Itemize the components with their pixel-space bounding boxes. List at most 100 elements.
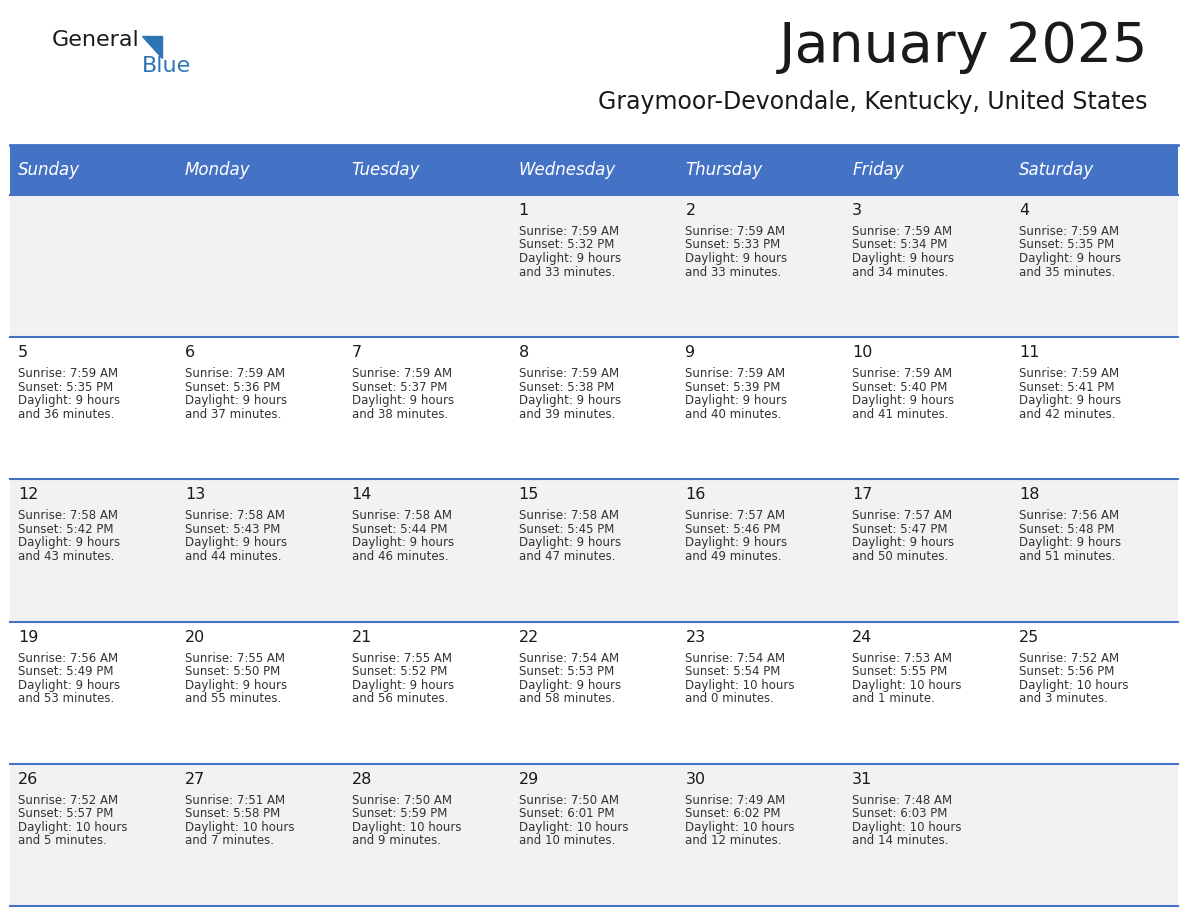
Text: Sunset: 5:47 PM: Sunset: 5:47 PM [852,523,948,536]
Text: 16: 16 [685,487,706,502]
Text: Sunrise: 7:59 AM: Sunrise: 7:59 AM [185,367,285,380]
Text: 8: 8 [519,345,529,360]
Text: Daylight: 9 hours: Daylight: 9 hours [185,678,287,691]
Text: Sunset: 5:52 PM: Sunset: 5:52 PM [352,666,447,678]
Text: and 51 minutes.: and 51 minutes. [1019,550,1116,563]
Text: Daylight: 10 hours: Daylight: 10 hours [852,678,962,691]
Text: 7: 7 [352,345,362,360]
Text: 29: 29 [519,772,539,787]
Text: Sunset: 5:43 PM: Sunset: 5:43 PM [185,523,280,536]
Text: and 10 minutes.: and 10 minutes. [519,834,615,847]
Bar [10,621,1178,764]
Text: Daylight: 10 hours: Daylight: 10 hours [1019,678,1129,691]
Text: and 5 minutes.: and 5 minutes. [18,834,107,847]
Text: Sunrise: 7:59 AM: Sunrise: 7:59 AM [685,225,785,238]
Text: Sunrise: 7:50 AM: Sunrise: 7:50 AM [352,794,451,807]
Text: 1: 1 [519,203,529,218]
Text: Sunrise: 7:59 AM: Sunrise: 7:59 AM [1019,225,1119,238]
Text: and 34 minutes.: and 34 minutes. [852,265,949,278]
Text: and 37 minutes.: and 37 minutes. [185,408,282,420]
Text: 21: 21 [352,630,372,644]
Text: 24: 24 [852,630,872,644]
Text: and 41 minutes.: and 41 minutes. [852,408,949,420]
Text: Daylight: 10 hours: Daylight: 10 hours [18,821,127,834]
Bar [10,337,1178,479]
Text: and 14 minutes.: and 14 minutes. [852,834,949,847]
Text: 23: 23 [685,630,706,644]
Text: Sunset: 5:33 PM: Sunset: 5:33 PM [685,239,781,252]
Text: Daylight: 9 hours: Daylight: 9 hours [852,536,954,549]
Text: Daylight: 10 hours: Daylight: 10 hours [352,821,461,834]
Text: Sunrise: 7:52 AM: Sunrise: 7:52 AM [18,794,118,807]
Text: Wednesday: Wednesday [519,161,615,179]
Bar [10,195,1178,337]
Text: Sunrise: 7:54 AM: Sunrise: 7:54 AM [685,652,785,665]
Text: Sunday: Sunday [18,161,80,179]
Polygon shape [143,36,162,58]
Text: Daylight: 9 hours: Daylight: 9 hours [352,394,454,408]
Text: Daylight: 10 hours: Daylight: 10 hours [685,821,795,834]
Text: Sunset: 5:54 PM: Sunset: 5:54 PM [685,666,781,678]
Text: Sunset: 5:56 PM: Sunset: 5:56 PM [1019,666,1114,678]
Text: Daylight: 10 hours: Daylight: 10 hours [852,821,962,834]
Text: 4: 4 [1019,203,1029,218]
Text: Sunrise: 7:58 AM: Sunrise: 7:58 AM [519,509,619,522]
Text: Sunset: 5:46 PM: Sunset: 5:46 PM [685,523,781,536]
Text: Daylight: 10 hours: Daylight: 10 hours [685,678,795,691]
Bar [10,479,1178,621]
Text: Sunset: 5:50 PM: Sunset: 5:50 PM [185,666,280,678]
Text: Sunrise: 7:59 AM: Sunrise: 7:59 AM [519,367,619,380]
Text: 28: 28 [352,772,372,787]
Text: Sunset: 5:35 PM: Sunset: 5:35 PM [18,381,113,394]
Text: Sunrise: 7:48 AM: Sunrise: 7:48 AM [852,794,953,807]
Text: 19: 19 [18,630,38,644]
Text: 2: 2 [685,203,695,218]
Text: Sunrise: 7:58 AM: Sunrise: 7:58 AM [185,509,285,522]
Text: and 33 minutes.: and 33 minutes. [519,265,615,278]
Text: Sunset: 6:02 PM: Sunset: 6:02 PM [685,807,781,821]
Text: Daylight: 9 hours: Daylight: 9 hours [1019,536,1121,549]
Text: Sunset: 5:44 PM: Sunset: 5:44 PM [352,523,447,536]
Text: Sunset: 5:53 PM: Sunset: 5:53 PM [519,666,614,678]
Text: Sunrise: 7:52 AM: Sunrise: 7:52 AM [1019,652,1119,665]
Text: Sunset: 5:34 PM: Sunset: 5:34 PM [852,239,948,252]
Text: Sunrise: 7:59 AM: Sunrise: 7:59 AM [852,367,953,380]
Text: Sunrise: 7:58 AM: Sunrise: 7:58 AM [18,509,118,522]
Text: and 36 minutes.: and 36 minutes. [18,408,114,420]
Text: 9: 9 [685,345,695,360]
Text: and 53 minutes.: and 53 minutes. [18,692,114,705]
Text: Tuesday: Tuesday [352,161,421,179]
Text: Daylight: 9 hours: Daylight: 9 hours [352,536,454,549]
Text: Sunrise: 7:56 AM: Sunrise: 7:56 AM [1019,509,1119,522]
Text: Sunrise: 7:59 AM: Sunrise: 7:59 AM [685,367,785,380]
Text: January 2025: January 2025 [778,20,1148,74]
Text: Sunrise: 7:59 AM: Sunrise: 7:59 AM [1019,367,1119,380]
Text: Daylight: 9 hours: Daylight: 9 hours [185,394,287,408]
Text: and 1 minute.: and 1 minute. [852,692,935,705]
Text: 5: 5 [18,345,29,360]
Text: Daylight: 9 hours: Daylight: 9 hours [685,536,788,549]
Text: Blue: Blue [143,56,191,76]
Text: Sunrise: 7:59 AM: Sunrise: 7:59 AM [519,225,619,238]
Text: 17: 17 [852,487,873,502]
Text: Daylight: 9 hours: Daylight: 9 hours [1019,252,1121,265]
Text: 3: 3 [852,203,862,218]
Text: Daylight: 9 hours: Daylight: 9 hours [685,394,788,408]
Text: Sunset: 5:42 PM: Sunset: 5:42 PM [18,523,114,536]
Bar [10,764,1178,906]
Text: 31: 31 [852,772,872,787]
Text: Saturday: Saturday [1019,161,1094,179]
Text: and 35 minutes.: and 35 minutes. [1019,265,1116,278]
Text: and 50 minutes.: and 50 minutes. [852,550,948,563]
Text: Daylight: 9 hours: Daylight: 9 hours [685,252,788,265]
Text: Daylight: 9 hours: Daylight: 9 hours [185,536,287,549]
Text: Monday: Monday [185,161,251,179]
Text: Sunrise: 7:57 AM: Sunrise: 7:57 AM [852,509,953,522]
Text: Sunrise: 7:50 AM: Sunrise: 7:50 AM [519,794,619,807]
Text: 14: 14 [352,487,372,502]
Text: and 39 minutes.: and 39 minutes. [519,408,615,420]
Text: 26: 26 [18,772,38,787]
Text: Sunset: 5:41 PM: Sunset: 5:41 PM [1019,381,1114,394]
Text: Sunset: 5:57 PM: Sunset: 5:57 PM [18,807,113,821]
Text: and 38 minutes.: and 38 minutes. [352,408,448,420]
